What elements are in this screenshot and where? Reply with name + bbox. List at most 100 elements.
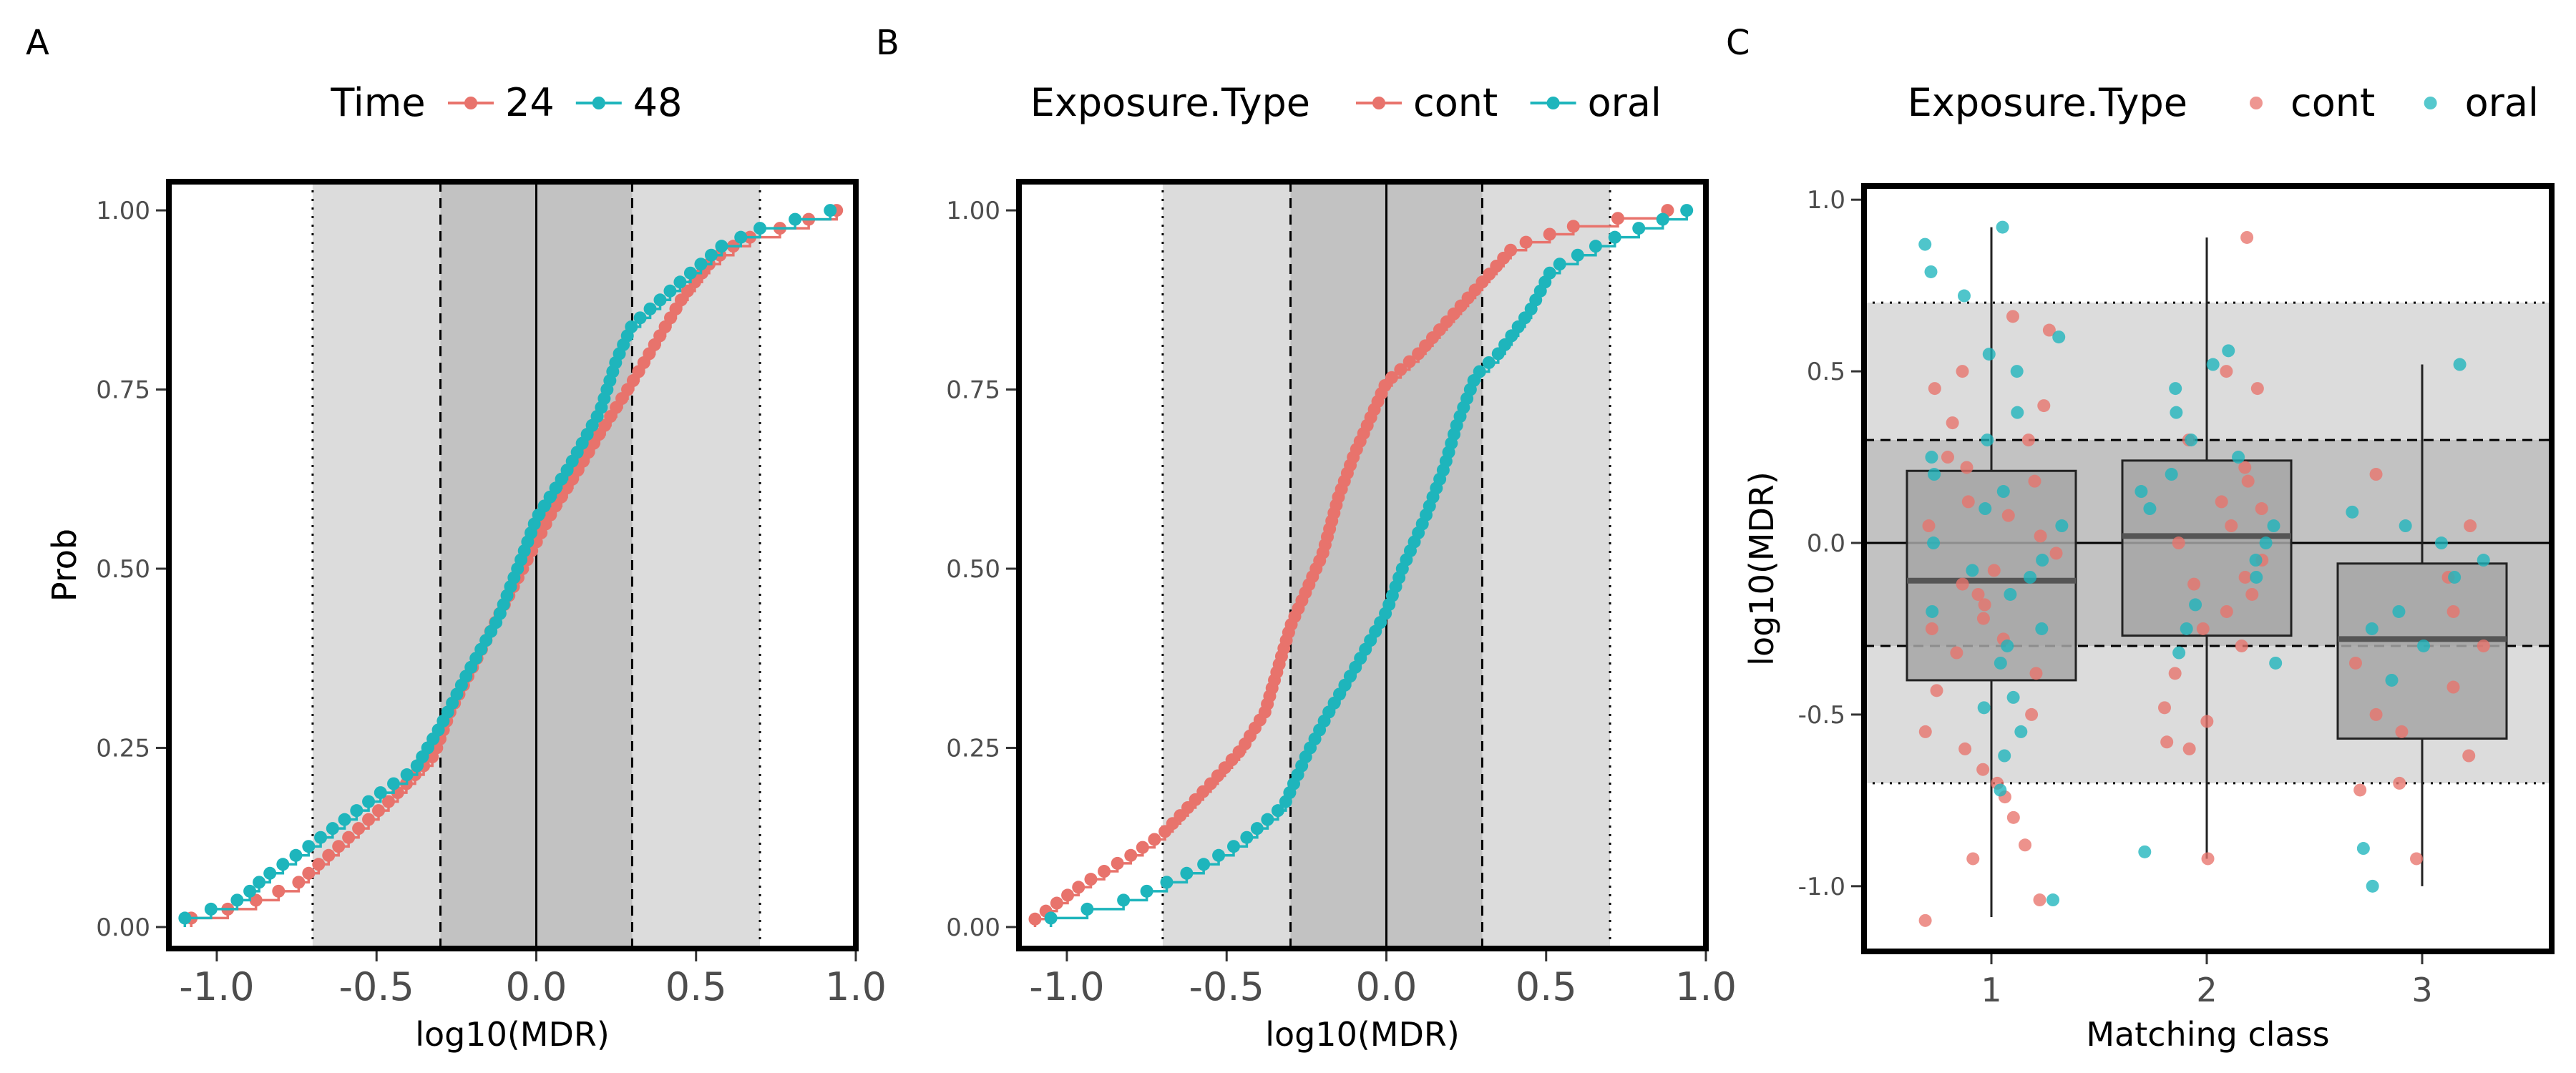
jitter-point-oral — [2055, 519, 2069, 533]
y-tick-label: 0.25 — [946, 734, 1000, 763]
jitter-point-cont — [2369, 707, 2383, 721]
jitter-point-cont — [1966, 852, 1980, 866]
ecdf-point-48 — [276, 858, 290, 871]
jitter-point-oral — [2010, 365, 2024, 378]
jitter-point-cont — [2395, 725, 2409, 738]
jitter-point-cont — [2245, 587, 2259, 601]
y-tick-label: 0.00 — [96, 913, 150, 942]
jitter-point-oral — [2477, 554, 2490, 567]
ecdf-point-48 — [683, 266, 697, 280]
jitter-point-oral — [2014, 725, 2028, 738]
panel-frame — [166, 179, 859, 951]
jitter-point-cont — [2028, 474, 2041, 488]
y-tick-label: 0.0 — [1807, 529, 1845, 558]
x-tick-label: -1.0 — [1029, 964, 1104, 1009]
panel-a: A -1.0 -0.5 0.0 0.5 1.0 0.00 0.25 0.50 0.75 1.00 l… — [26, 23, 887, 1054]
ecdf-point-cont — [1098, 865, 1111, 878]
ecdf-point-48 — [734, 230, 748, 244]
x-axis-title: log10(MDR) — [1265, 1015, 1460, 1054]
jitter-point-oral — [1979, 502, 1992, 516]
jitter-point-oral — [2143, 502, 2157, 516]
jitter-point-oral — [2222, 344, 2235, 358]
legend-title: Exposure.Type — [1030, 80, 1310, 125]
ecdf-point-24 — [372, 804, 386, 818]
ecdf-point-24 — [292, 876, 306, 889]
jitter-point-cont — [1950, 646, 1963, 660]
panel-frame — [1861, 183, 2555, 954]
jitter-point-oral — [2170, 406, 2183, 419]
ecdf-point-48 — [704, 248, 718, 262]
ecdf-point-oral — [1505, 329, 1518, 343]
panel-tag: C — [1726, 23, 1750, 63]
ecdf-point-oral — [1227, 840, 1240, 853]
jitter-point-oral — [2165, 468, 2178, 481]
ecdf-point-cont — [1519, 235, 1533, 249]
ecdf-point-48 — [230, 893, 244, 907]
jitter-point-cont — [2034, 529, 2047, 543]
ecdf-point-cont — [1124, 848, 1138, 862]
jitter-point-cont — [1976, 763, 1990, 776]
ecdf-point-cont — [1028, 912, 1042, 926]
jitter-point-cont — [2348, 656, 2362, 670]
x-tick-label: 2 — [2196, 971, 2217, 1009]
ecdf-point-48 — [302, 840, 316, 853]
ecdf-point-oral — [1571, 248, 1584, 262]
ecdf-point-48 — [314, 831, 328, 844]
jitter-point-cont — [2446, 604, 2460, 618]
ecdf-point-cont — [1181, 800, 1195, 814]
ecdf-point-cont — [1148, 833, 1161, 846]
y-tick-label: 1.00 — [96, 197, 150, 225]
ecdf-point-48 — [362, 795, 376, 808]
panel-frame — [1016, 179, 1709, 951]
x-axis-title: Matching class — [2086, 1015, 2329, 1054]
ecdf-point-24 — [674, 293, 688, 307]
ecdf-point-48 — [653, 293, 667, 307]
jitter-point-cont — [2037, 399, 2051, 413]
jitter-point-oral — [2385, 673, 2399, 687]
ecdf-point-48 — [204, 902, 218, 916]
y-tick-label: -0.5 — [1798, 701, 1845, 730]
y-tick-label: 0.00 — [946, 913, 1000, 942]
legend-title: Exposure.Type — [1908, 80, 2187, 125]
jitter-point-oral — [2365, 622, 2379, 635]
ecdf-point-oral — [1212, 848, 1226, 862]
x-tick-label: 0.5 — [1516, 964, 1577, 1009]
jitter-point-cont — [2462, 749, 2476, 763]
jitter-point-oral — [1977, 701, 1991, 715]
jitter-point-cont — [2255, 502, 2268, 516]
ecdf-point-oral — [1589, 240, 1602, 253]
ecdf-point-cont — [1504, 243, 1518, 257]
ecdf-point-48 — [694, 258, 708, 271]
jitter-point-oral — [2366, 879, 2379, 893]
jitter-point-oral — [2001, 639, 2014, 652]
y-tick-label: 0.5 — [1807, 358, 1845, 386]
jitter-point-oral — [2172, 646, 2186, 660]
jitter-point-oral — [1982, 348, 1996, 361]
ecdf-point-48 — [753, 222, 767, 235]
jitter-point-cont — [1960, 461, 1974, 474]
jitter-point-oral — [2232, 451, 2245, 464]
jitter-point-cont — [2160, 735, 2174, 749]
legend-label: cont — [2290, 80, 2375, 125]
ecdf-point-oral — [1160, 876, 1174, 889]
x-tick-label: 0.0 — [506, 964, 567, 1009]
ecdf-point-cont — [1158, 825, 1172, 838]
jitter-point-cont — [2025, 707, 2039, 721]
panel-c: C -1.0 -0.5 0.0 0.5 1.0 1 2 3 Matching class log1… — [1726, 23, 2555, 1054]
ecdf-point-48 — [387, 777, 401, 790]
jitter-point-oral — [2004, 587, 2017, 601]
jitter-point-cont — [2042, 323, 2056, 337]
jitter-point-cont — [2369, 468, 2383, 481]
ecdf-point-oral — [1553, 258, 1566, 271]
ecdf-point-24 — [352, 822, 366, 836]
jitter-point-oral — [2434, 536, 2448, 550]
ecdf-point-oral — [1140, 884, 1153, 898]
ecdf-point-24 — [302, 866, 316, 880]
x-tick-label: 1.0 — [825, 964, 887, 1009]
jitter-point-cont — [1928, 382, 1941, 396]
jitter-point-oral — [1996, 220, 2009, 234]
ecdf-point-cont — [1174, 809, 1187, 823]
jitter-point-oral — [2135, 485, 2148, 499]
jitter-point-cont — [2353, 783, 2367, 797]
y-tick-label: 0.75 — [96, 376, 150, 405]
